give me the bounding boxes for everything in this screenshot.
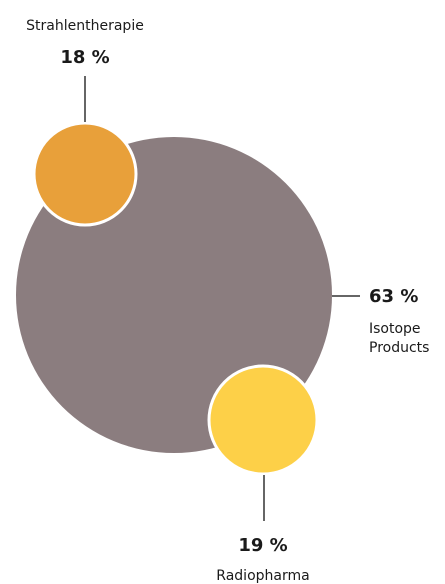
label-radiopharma: Radiopharma — [216, 568, 309, 584]
bubble-radiopharma — [207, 364, 319, 476]
label-isotope-products-line1: Isotope — [369, 321, 421, 337]
value-isotope-products: 63 % — [369, 286, 418, 307]
value-strahlentherapie: 18 % — [60, 47, 109, 68]
bubble-strahlentherapie — [32, 121, 138, 227]
label-isotope-products-line2: Products — [369, 340, 429, 356]
label-strahlentherapie: Strahlentherapie — [26, 18, 144, 34]
value-radiopharma: 19 % — [238, 535, 287, 556]
